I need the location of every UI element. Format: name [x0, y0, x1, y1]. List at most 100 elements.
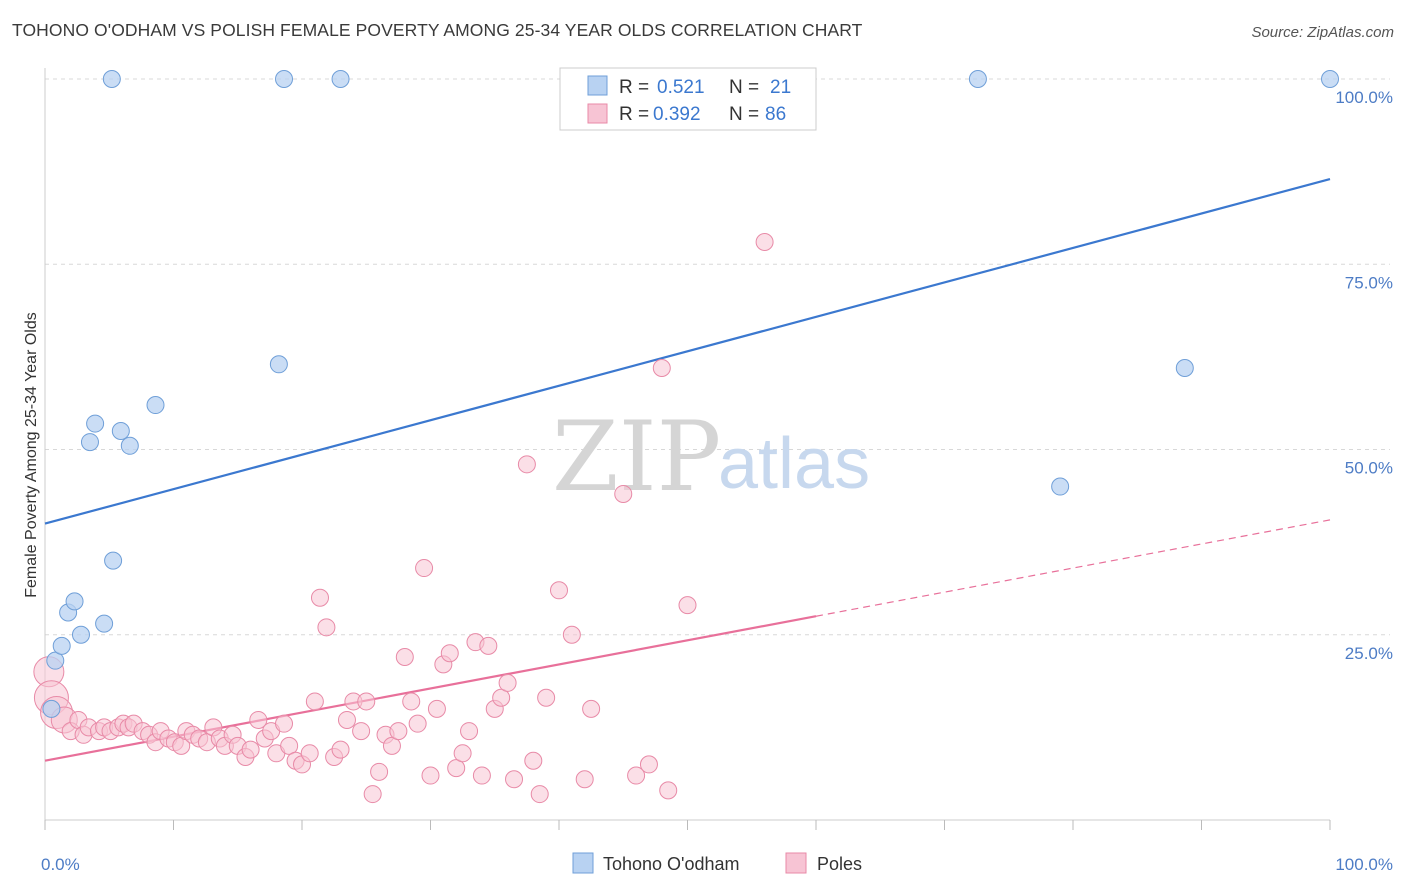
poles-point — [652, 358, 671, 377]
tohono-point — [80, 433, 99, 452]
poles-point — [639, 755, 658, 774]
bottom-legend-label-tohono: Tohono O'odham — [603, 854, 740, 874]
poles-point — [614, 484, 633, 503]
watermark-zip: ZIP — [552, 401, 721, 513]
poles-point — [363, 785, 382, 804]
tohono-point — [42, 699, 61, 718]
chart-title: TOHONO O'ODHAM VS POLISH FEMALE POVERTY … — [12, 20, 863, 40]
tohono-point — [102, 70, 121, 88]
poles-point — [402, 692, 421, 711]
tohono-point — [86, 414, 105, 433]
poles-point — [575, 770, 594, 789]
poles-point — [460, 722, 479, 741]
y-tick-label: 25.0% — [1345, 644, 1393, 663]
bottom-legend-label-poles: Poles — [817, 854, 862, 874]
poles-point — [357, 692, 376, 711]
y-axis-title: Female Poverty Among 25-34 Year Olds — [23, 312, 40, 598]
bottom-legend-swatch-poles — [785, 852, 807, 874]
tohono-points — [42, 70, 1339, 718]
poles-point — [300, 744, 319, 763]
y-tick-label: 50.0% — [1345, 459, 1393, 478]
poles-point — [408, 714, 427, 733]
poles-point — [280, 736, 299, 755]
poles-point — [317, 618, 336, 637]
legend: R = 0.521 N = 21 R = 0.392 N = 86 — [559, 67, 817, 131]
legend-n-value-2: 86 — [765, 104, 786, 125]
legend-r-value-2: 0.392 — [653, 104, 701, 125]
poles-point — [337, 710, 356, 729]
tohono-point — [71, 625, 90, 644]
tohono-point — [95, 614, 114, 633]
poles-point — [479, 636, 498, 655]
legend-r-value-1: 0.521 — [657, 77, 705, 98]
poles-points — [33, 233, 774, 804]
legend-r-label-2: R = — [619, 104, 649, 125]
poles-point — [249, 710, 268, 729]
poles-point — [453, 744, 472, 763]
poles-point — [305, 692, 324, 711]
legend-swatch-poles — [587, 103, 608, 124]
tohono-point — [269, 355, 288, 374]
poles-point — [310, 588, 329, 607]
poles-point — [517, 455, 536, 474]
tohono-point — [52, 636, 71, 655]
tohono-point — [1321, 70, 1339, 88]
poles-point — [241, 740, 260, 759]
poles-point — [427, 699, 446, 718]
legend-r-label-1: R = — [619, 77, 649, 98]
poles-point — [530, 785, 549, 804]
x-tick-label: 0.0% — [41, 855, 80, 874]
tohono-point — [111, 421, 130, 440]
poles-point — [550, 581, 568, 600]
poles-point — [505, 770, 524, 789]
x-tick-label: 100.0% — [1335, 855, 1393, 874]
poles-point — [492, 688, 511, 707]
poles-point — [582, 699, 601, 718]
trend-line-poles-extension — [815, 519, 1331, 617]
poles-point — [447, 759, 466, 778]
bottom-legend: Tohono O'odham Poles — [572, 852, 862, 874]
poles-point — [472, 766, 491, 785]
poles-point — [440, 644, 459, 663]
tohono-point — [1051, 477, 1070, 496]
watermark-atlas: atlas — [718, 424, 870, 504]
tohono-point — [331, 70, 350, 88]
bottom-legend-swatch-tohono — [572, 852, 594, 874]
poles-point — [352, 722, 371, 741]
legend-swatch-tohono — [587, 75, 608, 96]
poles-point — [275, 714, 294, 733]
poles-point — [331, 740, 350, 759]
poles-point — [421, 766, 440, 785]
grid-lines — [45, 78, 1390, 636]
trend-line-tohono — [44, 177, 1331, 525]
poles-point — [415, 559, 434, 578]
poles-point — [755, 233, 774, 252]
poles-point — [627, 766, 646, 785]
poles-point — [382, 736, 401, 755]
y-tick-label: 75.0% — [1345, 273, 1393, 292]
legend-n-label-1: N = — [729, 77, 759, 98]
poles-point — [659, 781, 678, 800]
tohono-point — [275, 70, 294, 88]
tohono-point — [968, 70, 987, 88]
tohono-point — [120, 436, 139, 455]
poles-point — [498, 673, 517, 692]
tohono-point — [65, 592, 84, 611]
tohono-point — [104, 551, 123, 570]
poles-point — [562, 625, 581, 644]
tohono-point — [46, 651, 65, 670]
x-tick-labels: 0.0% 100.0% — [41, 855, 1393, 874]
tohono-point — [146, 396, 165, 415]
source-label: Source: ZipAtlas.com — [1251, 24, 1394, 41]
poles-point — [389, 722, 408, 741]
y-tick-label: 100.0% — [1335, 88, 1393, 107]
poles-point — [537, 688, 556, 707]
legend-n-value-1: 21 — [770, 77, 791, 98]
y-tick-labels: 25.0% 50.0% 75.0% 100.0% — [1335, 88, 1393, 663]
poles-point — [370, 762, 389, 781]
poles-point — [395, 647, 414, 666]
tohono-point — [1175, 358, 1194, 377]
poles-point — [678, 596, 697, 615]
poles-point — [524, 751, 543, 770]
